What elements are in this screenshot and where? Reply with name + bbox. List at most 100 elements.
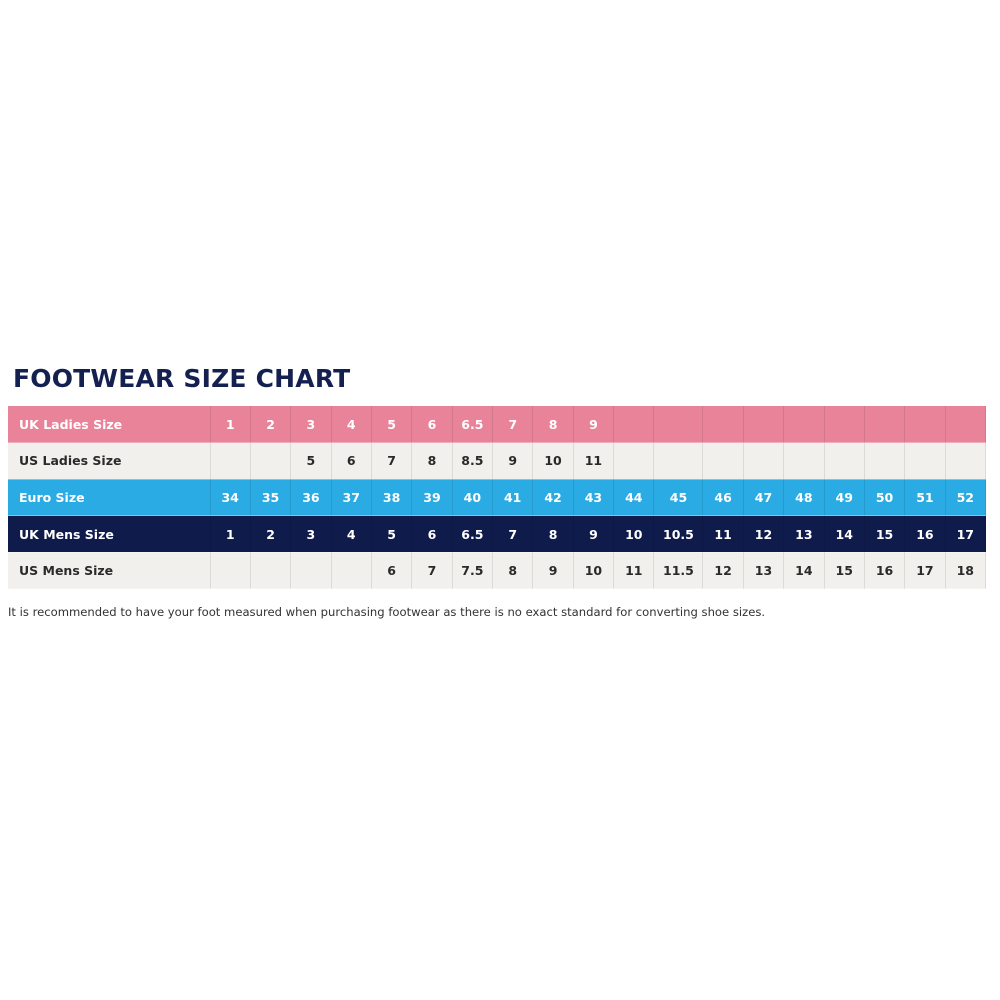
- size-cell: 46: [702, 479, 744, 517]
- size-cell: 10: [532, 442, 574, 480]
- size-cell: 18: [945, 552, 987, 590]
- size-cell: 48: [783, 479, 825, 517]
- table-row: US Ladies Size 5 6 7 8 8.5 9 10 11: [8, 442, 987, 480]
- size-cell: 8: [532, 515, 574, 553]
- size-cell: 47: [743, 479, 785, 517]
- size-cell: 13: [783, 515, 825, 553]
- size-cell: 9: [532, 552, 574, 590]
- size-cell: 52: [945, 479, 987, 517]
- size-cell: 3: [290, 515, 332, 553]
- size-cell: [783, 406, 825, 444]
- size-cell: 45: [653, 479, 704, 517]
- size-cell: 8: [411, 442, 453, 480]
- size-cell: [945, 406, 987, 444]
- size-cell: [864, 406, 906, 444]
- size-cell: [210, 442, 251, 480]
- size-cell: 11.5: [653, 552, 704, 590]
- size-cell: 9: [573, 515, 615, 553]
- size-cell: [250, 552, 292, 590]
- footnote: It is recommended to have your foot meas…: [8, 605, 766, 619]
- size-cell: [864, 442, 906, 480]
- size-cell: 10: [573, 552, 615, 590]
- size-cell: 8.5: [452, 442, 494, 480]
- size-cell: [702, 406, 744, 444]
- size-cell: 4: [331, 406, 372, 444]
- size-cell: [824, 406, 865, 444]
- size-cell: 6: [331, 442, 372, 480]
- size-cell: 11: [702, 515, 744, 553]
- size-cell: 12: [743, 515, 785, 553]
- size-cell: [653, 406, 704, 444]
- row-label: US Mens Size: [8, 552, 211, 590]
- size-cell: 40: [452, 479, 494, 517]
- size-cell: 6.5: [452, 515, 494, 553]
- size-cell: 50: [864, 479, 906, 517]
- size-cell: 43: [573, 479, 615, 517]
- table-row: US Mens Size 6 7 7.5 8 9 10 11 11.5 12 13 14 15 16 17 1…: [8, 552, 987, 590]
- size-cell: 9: [573, 406, 615, 444]
- size-cell: 49: [824, 479, 865, 517]
- size-cell: [945, 442, 987, 480]
- size-cell: [250, 442, 292, 480]
- size-cell: 6: [371, 552, 413, 590]
- size-cell: 14: [783, 552, 825, 590]
- size-cell: 15: [824, 552, 865, 590]
- size-cell: 39: [411, 479, 453, 517]
- size-cell: [613, 442, 655, 480]
- size-cell: 9: [492, 442, 534, 480]
- size-cell: 2: [250, 515, 292, 553]
- size-cell: 6: [411, 515, 453, 553]
- size-chart-table: UK Ladies Size 1 2 3 4 5 6 6.5 7 8 9 US Ladies Size…: [8, 406, 987, 590]
- size-cell: 7.5: [452, 552, 494, 590]
- size-cell: 7: [492, 515, 534, 553]
- size-cell: 42: [532, 479, 574, 517]
- size-cell: 13: [743, 552, 785, 590]
- size-cell: [743, 442, 785, 480]
- size-cell: [824, 442, 865, 480]
- page-title: FOOTWEAR SIZE CHART: [13, 364, 351, 393]
- size-cell: 2: [250, 406, 292, 444]
- size-cell: [783, 442, 825, 480]
- table-row: UK Mens Size 1 2 3 4 5 6 6.5 7 8 9 10 10.5 11 12 13 14 15…: [8, 515, 987, 553]
- row-label: UK Ladies Size: [8, 406, 211, 444]
- size-cell: [210, 552, 251, 590]
- size-cell: 8: [532, 406, 574, 444]
- size-cell: [613, 406, 655, 444]
- size-cell: 7: [371, 442, 413, 480]
- size-cell: 6.5: [452, 406, 494, 444]
- size-cell: [702, 442, 744, 480]
- size-cell: 44: [613, 479, 655, 517]
- size-cell: 6: [411, 406, 453, 444]
- size-cell: 16: [864, 552, 906, 590]
- size-cell: 11: [573, 442, 615, 480]
- size-cell: [904, 406, 946, 444]
- row-label: UK Mens Size: [8, 515, 211, 553]
- size-cell: 1: [210, 406, 251, 444]
- size-cell: 7: [492, 406, 534, 444]
- size-cell: 15: [864, 515, 906, 553]
- size-cell: 38: [371, 479, 413, 517]
- size-cell: 17: [904, 552, 946, 590]
- row-label: Euro Size: [8, 479, 211, 517]
- size-cell: 5: [371, 515, 413, 553]
- size-cell: 41: [492, 479, 534, 517]
- size-cell: 14: [824, 515, 865, 553]
- size-cell: 8: [492, 552, 534, 590]
- size-cell: 37: [331, 479, 372, 517]
- size-cell: [331, 552, 372, 590]
- size-cell: 16: [904, 515, 946, 553]
- size-cell: 5: [371, 406, 413, 444]
- size-cell: 17: [945, 515, 987, 553]
- size-cell: 4: [331, 515, 372, 553]
- size-cell: 11: [613, 552, 655, 590]
- size-cell: 36: [290, 479, 332, 517]
- size-cell: 7: [411, 552, 453, 590]
- size-cell: [653, 442, 704, 480]
- row-label: US Ladies Size: [8, 442, 211, 480]
- size-cell: 10: [613, 515, 655, 553]
- table-row: UK Ladies Size 1 2 3 4 5 6 6.5 7 8 9: [8, 406, 987, 444]
- size-cell: 3: [290, 406, 332, 444]
- size-cell: 51: [904, 479, 946, 517]
- table-row: Euro Size 34 35 36 37 38 39 40 41 42 43 44 45 46 47 48 4…: [8, 479, 987, 517]
- size-cell: 12: [702, 552, 744, 590]
